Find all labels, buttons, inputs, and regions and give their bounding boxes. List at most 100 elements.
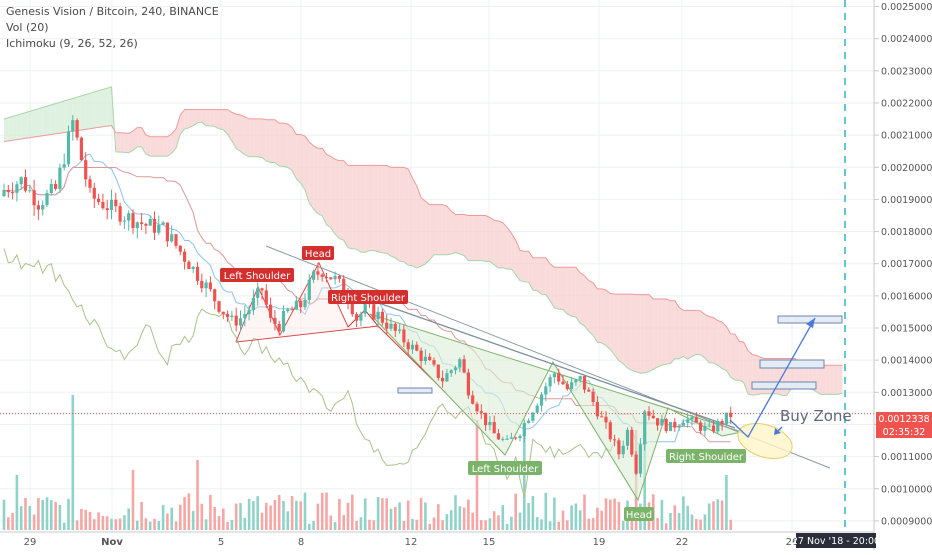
volume-bar-93: [402, 520, 406, 530]
volume-bar-102: [441, 520, 444, 530]
candle-body-163: [703, 425, 707, 431]
ytick-label-16: 0.0009000: [881, 516, 932, 527]
cloud-segment-189: [816, 365, 821, 395]
volume-bar-133: [574, 503, 578, 530]
candle-body-133: [574, 379, 578, 383]
cloud-segment-13: [59, 101, 65, 134]
volume-bar-12: [54, 502, 57, 530]
volume-bar-76: [329, 515, 333, 530]
candle-body-139: [600, 416, 604, 418]
cloud-segment-160: [692, 310, 697, 357]
cloud-segment-191: [825, 365, 830, 395]
legend-ichimoku[interactable]: Ichimoku (9, 26, 52, 26): [6, 37, 138, 50]
candle-body-52: [226, 313, 230, 318]
price-axis[interactable]: 0.0025000 0.0024000 0.0023000 0.0022000 0.00…: [874, 2, 932, 527]
candle-body-151: [651, 415, 655, 419]
cloud-segment-37: [163, 136, 168, 157]
candle-body-148: [638, 444, 642, 474]
volume-bar-46: [200, 503, 204, 530]
volume-bar-36: [157, 520, 161, 530]
volume-bar-30: [131, 470, 135, 530]
volume-bar-40: [174, 521, 178, 530]
label-left-shoulder-2-text: Left Shoulder: [472, 464, 539, 475]
candle-body-140: [604, 416, 608, 423]
candle-body-103: [445, 373, 449, 382]
volume-bar-167: [720, 500, 724, 530]
cloud-segment-134: [580, 272, 585, 327]
cloud-segment-152: [657, 299, 662, 367]
cloud-segment-66: [287, 124, 293, 171]
candle-body-47: [204, 282, 208, 289]
volume-bar-28: [123, 515, 126, 530]
cloud-segment-131: [567, 267, 572, 317]
legend-volume[interactable]: Vol (20): [6, 21, 49, 34]
candle-body-137: [591, 391, 595, 402]
volume-bar-91: [394, 506, 397, 530]
volume-bar-142: [613, 498, 616, 530]
cloud-segment-122: [528, 251, 533, 290]
chikou-span: [3, 248, 620, 498]
red-hs-fill: [236, 263, 378, 342]
label-left-shoulder-2: Left Shoulder: [468, 461, 542, 475]
candle-body-72: [312, 271, 316, 280]
cloud-segment-35: [154, 136, 159, 157]
cloud-segment-121: [524, 251, 529, 283]
bar-countdown: 02:35:32: [883, 427, 926, 438]
volume-bar-75: [325, 492, 328, 530]
candle-body-104: [449, 370, 453, 374]
volume-bar-37: [161, 505, 165, 530]
candle-body-38: [165, 222, 169, 242]
volume-bar-24: [105, 516, 109, 530]
volume-bar-94: [406, 500, 410, 530]
cloud-segment-137: [593, 282, 598, 343]
senkou-span-a: [3, 86, 843, 397]
candle-body-84: [363, 302, 367, 314]
legend-symbol[interactable]: Genesis Vision / Bitcoin, 240, BINANCE: [6, 5, 219, 18]
time-axis[interactable]: 29 Nov 5 8 12 15 19 22 26: [24, 537, 799, 548]
candle-body-149: [643, 411, 647, 445]
ytick-label-9: 0.0016000: [881, 291, 932, 302]
candle-body-40: [174, 234, 178, 246]
volume-bar-35: [153, 518, 156, 530]
cloud-segment-100: [434, 204, 439, 255]
cloud-segment-135: [584, 275, 589, 332]
projection-arrowhead: [806, 318, 815, 328]
cloud-segment-156: [674, 300, 680, 359]
cloud-segment-190: [821, 365, 826, 395]
volume-bar-122: [527, 502, 530, 530]
cloud-segment-116: [502, 222, 508, 270]
volume-bar-108: [467, 499, 470, 530]
xtick-label-7: 22: [676, 537, 689, 548]
volume-bar-104: [449, 510, 453, 530]
volume-bar-159: [686, 505, 689, 530]
cloud-segment-10: [47, 104, 52, 136]
volume-bar-32: [140, 502, 143, 530]
cloud-segment-154: [666, 299, 671, 365]
cloud-segment-148: [640, 294, 645, 374]
cloud-segment-132: [571, 267, 576, 318]
candle-body-141: [608, 422, 612, 440]
candle-body-93: [402, 329, 406, 343]
candle-body-56: [243, 314, 247, 319]
cloud-segment-118: [511, 233, 516, 275]
candle-body-75: [324, 276, 329, 278]
candle-body-43: [187, 261, 191, 270]
cloud-segment-6: [29, 110, 35, 138]
volume-bar-71: [308, 523, 311, 530]
projection-arrow: [729, 317, 816, 439]
xtick-label-3: 8: [298, 537, 304, 548]
cloud-segment-99: [429, 204, 434, 260]
candle-body-48: [208, 282, 212, 290]
volume-bar-88: [381, 498, 384, 530]
cloud-segment-133: [575, 267, 581, 324]
candle-body-30: [131, 213, 135, 229]
volume-bar-48: [209, 494, 212, 530]
cloud-segment-128: [554, 267, 559, 310]
volume-bar-82: [355, 520, 358, 530]
candle-body-24: [105, 208, 109, 210]
volume-bar-109: [471, 512, 474, 530]
candle-body-79: [342, 278, 346, 295]
candle-body-88: [380, 311, 384, 323]
candle-body-97: [419, 350, 423, 362]
